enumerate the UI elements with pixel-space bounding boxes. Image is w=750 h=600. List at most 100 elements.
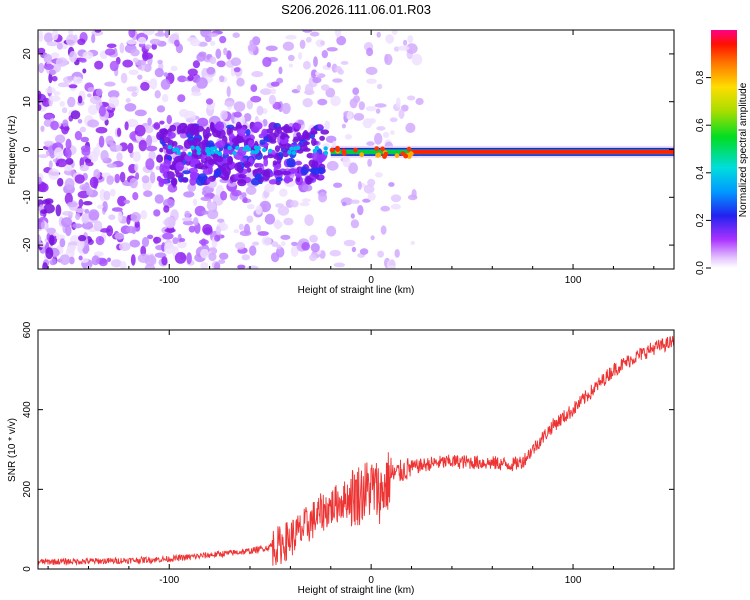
carrier-peak	[394, 153, 400, 159]
spectrogram-noise-blob	[357, 181, 362, 190]
colorbar-gradient	[711, 30, 737, 268]
spectrogram-noise-blob	[160, 79, 171, 90]
spectrogram-noise-blob	[132, 57, 139, 63]
spectrogram-signal-blob	[182, 170, 191, 175]
spectrogram-signal-blob	[215, 168, 222, 177]
spectrogram-noise-blob	[142, 52, 154, 60]
spectrogram-noise-blob	[349, 98, 358, 109]
spectrogram-noise-blob	[162, 94, 169, 103]
spectrogram-noise-blob	[390, 194, 402, 203]
spectrogram-signal-peak	[187, 151, 192, 157]
spectrogram-signal-peak	[253, 145, 259, 150]
spectrogram-noise-blob	[56, 42, 63, 50]
spectrogram-noise-blob	[65, 225, 72, 237]
spectrogram-noise-blob	[174, 252, 187, 264]
spectrogram-noise-blob	[187, 68, 198, 76]
spectrogram-signal-blob	[234, 139, 239, 148]
spectrogram-signal-blob	[188, 167, 198, 174]
spectrogram-noise-blob	[119, 42, 125, 54]
spectrogram-noise-blob	[86, 187, 93, 196]
spectrogram-noise-blob	[127, 142, 134, 154]
spectrogram-noise-blob	[362, 198, 371, 203]
spectrogram-noise-blob	[270, 88, 277, 95]
spectrogram-noise-blob	[93, 169, 101, 180]
spectrogram-noise-blob	[374, 132, 383, 145]
spectrogram-noise-blob	[155, 165, 161, 171]
spectrogram-noise-blob	[304, 83, 314, 95]
spectrogram-noise-blob	[249, 245, 257, 256]
spectrogram-noise-blob	[350, 213, 355, 219]
spectrogram-signal-blob	[207, 158, 215, 165]
spectrogram-noise-blob	[357, 205, 364, 216]
spectrogram-noise-blob	[67, 241, 79, 247]
spectrogram-noise-blob	[64, 148, 72, 159]
spectrogram-noise-blob	[68, 84, 78, 89]
spectrogram-noise-blob	[367, 178, 376, 187]
spectrogram-noise-blob	[215, 48, 222, 59]
spectrogram-noise-blob	[46, 227, 56, 234]
spectrogram-noise-blob	[299, 202, 310, 207]
spectrogram-noise-blob	[48, 69, 56, 76]
spectrogram-signal-peak	[190, 145, 195, 150]
spectrogram-noise-blob	[344, 134, 352, 140]
spectrogram-noise-blob	[79, 164, 90, 172]
spectrogram-noise-blob	[326, 47, 338, 52]
spectrogram-noise-blob	[87, 119, 99, 128]
figure-title: S206.2026.111.06.01.R03	[281, 2, 431, 17]
spectrogram-noise-blob	[407, 194, 418, 201]
spectrogram-noise-blob	[174, 39, 180, 47]
snr-x-tick-label: 0	[368, 575, 374, 586]
spectrogram-noise-blob	[74, 174, 85, 184]
spectrogram-noise-blob	[309, 254, 317, 262]
carrier-peak	[408, 151, 414, 157]
spectrogram-noise-blob	[257, 231, 269, 236]
spectrogram-noise-blob	[268, 94, 276, 105]
spectrogram-signal-blob	[215, 155, 224, 163]
spectrogram-noise-blob	[50, 52, 60, 59]
spectrogram-noise-blob	[245, 186, 257, 195]
spectrogram-signal-blob	[163, 172, 168, 179]
spectrogram-noise-blob	[330, 95, 341, 107]
spectrogram-noise-blob	[189, 38, 201, 47]
spectrogram-signal-blob	[319, 135, 325, 141]
spectrogram-signal-peak	[227, 145, 232, 151]
spectrogram-noise-blob	[53, 91, 61, 96]
spectrogram-noise-blob	[61, 211, 74, 216]
spectrogram-noise-blob	[140, 245, 147, 257]
snr-plot-area	[38, 330, 674, 569]
snr-y-axis-label: SNR (10 * v/v)	[7, 418, 18, 482]
spectrogram-noise-blob	[390, 203, 401, 210]
spectrogram-noise-blob	[82, 68, 87, 74]
spectrogram-noise-blob	[64, 178, 75, 190]
spectrogram-noise-blob	[82, 51, 94, 60]
spectrogram-noise-blob	[302, 30, 313, 33]
spectrogram-noise-blob	[49, 234, 55, 246]
spectrogram-noise-blob	[116, 127, 122, 137]
spectrogram-noise-blob	[380, 205, 391, 212]
spectrogram-noise-blob	[236, 77, 245, 87]
spectrogram-noise-blob	[285, 34, 297, 40]
spectrogram-noise-blob	[146, 134, 153, 147]
spectrogram-signal-blob	[320, 129, 330, 135]
spectrogram-noise-blob	[343, 239, 356, 247]
snr-x-axis-label: Height of straight line (km)	[298, 585, 415, 596]
spectrogram-signal-blob	[254, 163, 264, 168]
spectrogram-signal-blob	[273, 170, 283, 176]
spectrogram-noise-blob	[389, 117, 398, 123]
spectrogram-noise-blob	[350, 219, 360, 229]
spectrogram-noise-blob	[149, 171, 156, 184]
spectrogram-signal-blob	[294, 123, 302, 130]
spectrogram-x-tick-label: 0	[368, 275, 374, 286]
spectrogram-noise-blob	[233, 101, 246, 112]
spectrogram-signal-blob	[254, 173, 263, 181]
spectrogram-noise-blob	[313, 56, 318, 68]
spectrogram-noise-blob	[262, 56, 272, 68]
spectrogram-noise-blob	[140, 81, 150, 91]
spectrogram-noise-blob	[281, 241, 286, 247]
spectrogram-noise-blob	[61, 107, 68, 114]
spectrogram-noise-blob	[336, 35, 347, 46]
spectrogram-noise-blob	[77, 119, 83, 124]
spectrogram-noise-blob	[283, 217, 294, 226]
spectrogram-noise-blob	[61, 217, 73, 228]
